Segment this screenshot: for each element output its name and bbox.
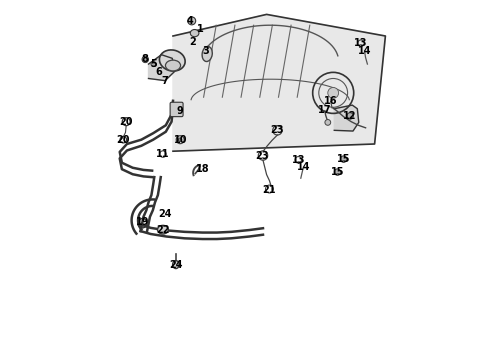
Ellipse shape bbox=[157, 225, 169, 234]
Text: 5: 5 bbox=[150, 59, 157, 69]
Circle shape bbox=[178, 138, 182, 141]
Text: 13: 13 bbox=[292, 155, 305, 165]
Ellipse shape bbox=[202, 46, 212, 62]
Ellipse shape bbox=[159, 50, 185, 71]
Text: 16: 16 bbox=[324, 96, 338, 106]
Text: 19: 19 bbox=[136, 217, 149, 228]
Text: 20: 20 bbox=[117, 135, 130, 145]
Text: 11: 11 bbox=[156, 149, 170, 159]
Text: 23: 23 bbox=[270, 125, 284, 135]
Text: 21: 21 bbox=[263, 185, 276, 195]
Ellipse shape bbox=[190, 30, 199, 37]
Circle shape bbox=[188, 17, 196, 25]
Circle shape bbox=[347, 113, 353, 119]
Polygon shape bbox=[173, 14, 386, 151]
Text: 2: 2 bbox=[190, 37, 196, 48]
Text: 17: 17 bbox=[318, 105, 332, 115]
Ellipse shape bbox=[166, 60, 180, 71]
Text: 8: 8 bbox=[142, 54, 148, 64]
Text: 23: 23 bbox=[255, 150, 269, 161]
Text: 20: 20 bbox=[120, 117, 133, 127]
Polygon shape bbox=[148, 55, 175, 81]
Text: 14: 14 bbox=[296, 162, 310, 172]
Text: 13: 13 bbox=[354, 38, 368, 48]
Circle shape bbox=[142, 56, 148, 63]
Text: 15: 15 bbox=[331, 167, 344, 177]
Circle shape bbox=[341, 156, 347, 162]
Text: 22: 22 bbox=[156, 225, 170, 235]
Text: 7: 7 bbox=[162, 76, 169, 86]
Circle shape bbox=[325, 120, 331, 125]
Text: 6: 6 bbox=[155, 67, 162, 77]
Text: 9: 9 bbox=[176, 106, 183, 116]
Text: 3: 3 bbox=[202, 46, 209, 56]
Ellipse shape bbox=[172, 261, 179, 269]
Text: 15: 15 bbox=[337, 154, 351, 164]
Text: 18: 18 bbox=[196, 164, 209, 174]
Text: 4: 4 bbox=[187, 16, 194, 26]
Circle shape bbox=[334, 169, 341, 175]
Circle shape bbox=[151, 62, 156, 67]
Text: 24: 24 bbox=[169, 260, 183, 270]
Text: 12: 12 bbox=[343, 111, 357, 121]
Text: 10: 10 bbox=[174, 135, 188, 145]
FancyBboxPatch shape bbox=[170, 102, 183, 117]
Text: 1: 1 bbox=[196, 24, 203, 34]
Text: 24: 24 bbox=[158, 209, 172, 219]
Polygon shape bbox=[334, 105, 359, 131]
Text: 14: 14 bbox=[358, 46, 371, 56]
Circle shape bbox=[328, 87, 339, 98]
